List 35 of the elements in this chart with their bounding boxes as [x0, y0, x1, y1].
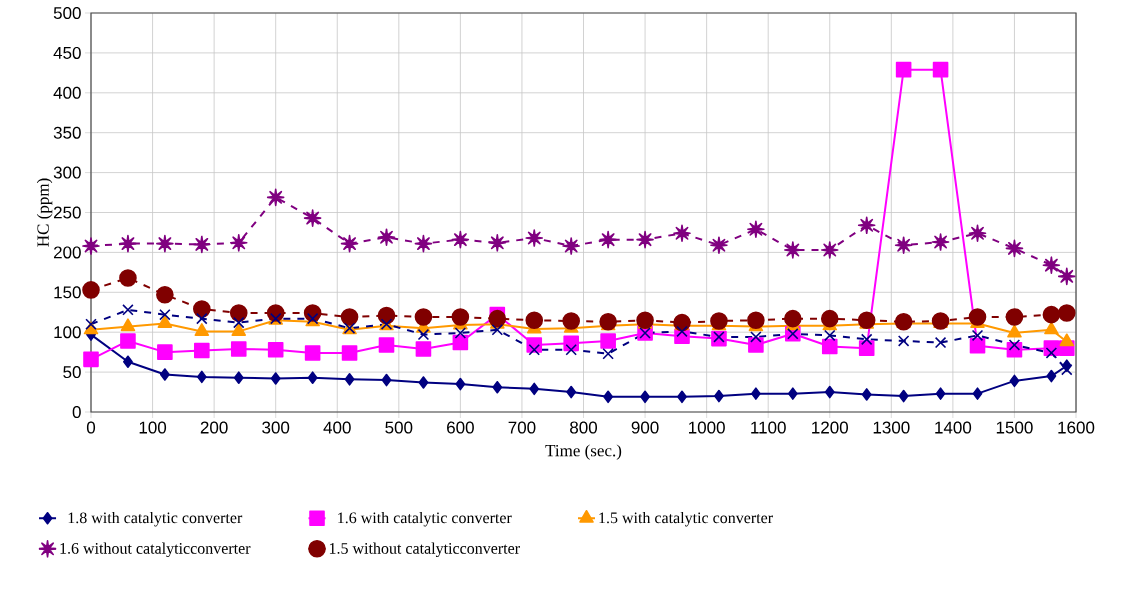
x-tick-label: 900	[631, 421, 659, 434]
y-tick-label: 300	[53, 166, 81, 179]
y-tick-label: 500	[53, 6, 81, 20]
x-tick-label: 400	[323, 421, 351, 434]
x-tick-label: 1600	[1058, 421, 1095, 434]
y-tick-label: 0	[72, 405, 81, 419]
x-tick-label: 600	[447, 421, 474, 434]
x-tick-label: 1300	[873, 421, 910, 434]
legend-label: 1.6 with catalytic converter	[338, 511, 512, 527]
x-tick-label: 1500	[996, 421, 1033, 434]
y-tick-label: 100	[54, 326, 81, 339]
y-tick-label: 250	[53, 206, 81, 219]
x-tick-label: 200	[200, 421, 228, 434]
y-tick-label: 50	[63, 366, 81, 379]
x-tick-label: 0	[86, 421, 96, 434]
x-tick-label: 1000	[689, 421, 725, 434]
x-tick-label: 1200	[812, 421, 848, 434]
x-tick-label: 1100	[751, 421, 786, 434]
x-tick-label: 500	[385, 421, 413, 434]
x-axis-title: Time (sec.)	[545, 444, 622, 460]
y-tick-label: 450	[53, 46, 81, 59]
legend-label: 1.8 with catalytic converter	[68, 511, 243, 527]
x-tick-label: 800	[570, 421, 598, 434]
x-tick-label: 300	[262, 421, 290, 434]
x-tick-label: 1400	[935, 421, 972, 434]
y-tick-label: 350	[53, 126, 81, 139]
legend-label: 1.5 with catalytic converter	[599, 511, 773, 527]
y-axis-title: HC (ppm)	[36, 178, 53, 247]
y-tick-label: 150	[54, 286, 81, 299]
y-tick-label: 400	[53, 86, 81, 99]
y-tick-label: 200	[53, 246, 81, 259]
x-tick-label: 700	[508, 421, 536, 434]
x-tick-label: 100	[139, 421, 167, 434]
legend-label: 1.5 without catalyticconverter	[329, 542, 520, 558]
legend-label: 1.6 without catalyticconverter	[60, 542, 251, 558]
